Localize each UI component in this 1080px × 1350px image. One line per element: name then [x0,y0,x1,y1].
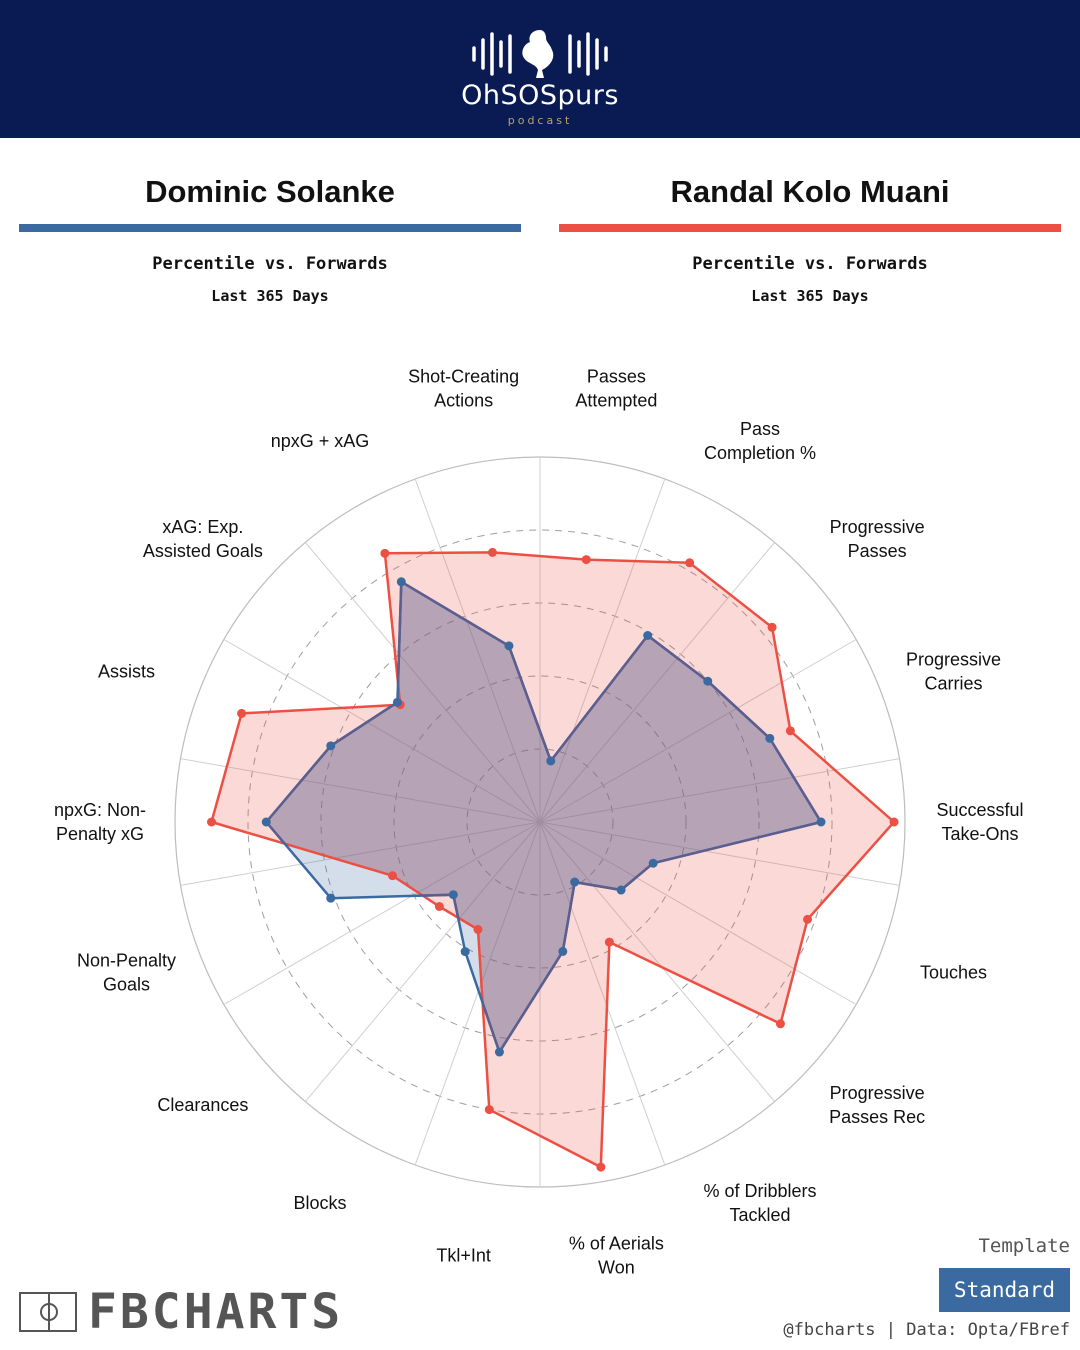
series-overlap-area [266,581,821,1053]
series-2-point [803,914,813,924]
radar-spoke [414,478,541,823]
series-2-point [473,924,483,934]
axis-label: npxG: Non-Penalty xG [54,800,146,844]
player-left-color-bar [19,224,521,232]
series-1-point [703,676,713,686]
axis-label: Assists [98,662,155,682]
axis-label: npxG + xAG [271,431,370,451]
podcast-logo: OhSOSpurs podcast [440,26,640,130]
series-1-point [326,741,336,751]
axis-label: Clearances [157,1095,248,1115]
series-1-point [448,890,458,900]
axis-label: % of Dribblers Tackled [703,1181,816,1225]
axis-label: Shot-Creating Actions [408,367,519,411]
axis-label: Successful Take-Ons [936,800,1023,844]
axis-label: Progressive Carries [906,650,1001,694]
radar-spoke [223,821,541,1005]
radar-chart: Passes Attempted Pass Completion % Progressi… [54,367,1024,1278]
series-1-point [765,733,775,743]
series-1-point [616,885,626,895]
axis-label: xAG: Exp. Assisted Goals [143,517,263,561]
player-right-period: Last 365 Days [751,287,869,305]
series-1-point [648,858,658,868]
series-2-point [785,726,795,736]
series-1-point [494,1047,504,1057]
axis-label: Blocks [293,1193,346,1213]
template-label: Template [978,1235,1070,1257]
radar-spoke [539,478,666,823]
series-2-point [484,1105,494,1115]
series-2-point [434,901,444,911]
series-2-point [775,1019,785,1029]
series-2-point [889,817,899,827]
series-2-point [237,708,247,718]
series-2-point [581,555,591,565]
radar-grid-ring [393,675,687,969]
series-2-point [380,548,390,558]
series-1-point [558,946,568,956]
header-banner: OhSOSpurs podcast [0,0,1080,138]
player-left-header: Dominic Solanke Percentile vs. Forwards … [19,170,521,305]
podcast-sub: podcast [507,114,573,127]
series-2-point [487,547,497,557]
radar-spoke [539,758,900,823]
radar-spoke [539,821,666,1166]
series-1-point [816,817,826,827]
series-1-point [504,641,514,651]
series-1-point [261,817,271,827]
pitch-icon [19,1292,77,1332]
series-1-point [392,697,402,707]
series-1-point [396,577,406,587]
axis-label: Progressive Passes [830,517,925,561]
radar-spoke [304,542,541,823]
axis-label: Non-Penalty Goals [77,951,176,995]
series-2-point [207,817,216,827]
radar-spoke [539,542,776,823]
series-1-point [570,877,580,887]
series-2-point [685,558,695,568]
axis-label: Tkl+Int [436,1245,491,1265]
player-left-name: Dominic Solanke [145,174,395,209]
player-right-subtitle: Percentile vs. Forwards [692,254,928,274]
data-source: @fbcharts | Data: Opta/FBref [783,1320,1070,1340]
axis-label: Passes Attempted [575,367,657,411]
series-1-point [326,893,336,903]
radar-spoke [414,821,541,1166]
player-left-subtitle: Percentile vs. Forwards [152,254,388,274]
axis-label: Touches [920,963,987,983]
series-2-point [604,937,614,947]
radar-spoke [180,821,541,886]
series-1-point [546,756,556,766]
axis-label: Pass Completion % [704,419,816,463]
axis-label: % of Aerials Won [569,1233,664,1277]
player-right-header: Randal Kolo Muani Percentile vs. Forward… [559,170,1061,305]
radar-spoke [304,821,541,1102]
player-right-name: Randal Kolo Muani [670,174,950,209]
series-2-point [767,622,777,632]
series-1-area [266,581,821,1053]
soundwave-cockerel-icon [472,30,608,78]
podcast-name: OhSOSpurs [461,80,619,111]
radar-spoke [539,639,857,823]
radar-spoke [223,639,541,823]
series-2-point [596,1162,606,1172]
series-1-point [460,947,470,957]
radar-spoke [180,758,541,823]
radar-spoke [539,821,776,1102]
series-1-point [643,631,653,641]
series-2-point [388,871,398,881]
radar-spoke [539,821,857,1005]
template-badge: Standard [939,1268,1070,1312]
radar-spoke [539,821,900,886]
player-right-color-bar [559,224,1061,232]
fbcharts-brand: FBCHARTS [88,1284,344,1340]
axis-label: Progressive Passes Rec [829,1083,925,1127]
player-left-period: Last 365 Days [211,287,329,305]
